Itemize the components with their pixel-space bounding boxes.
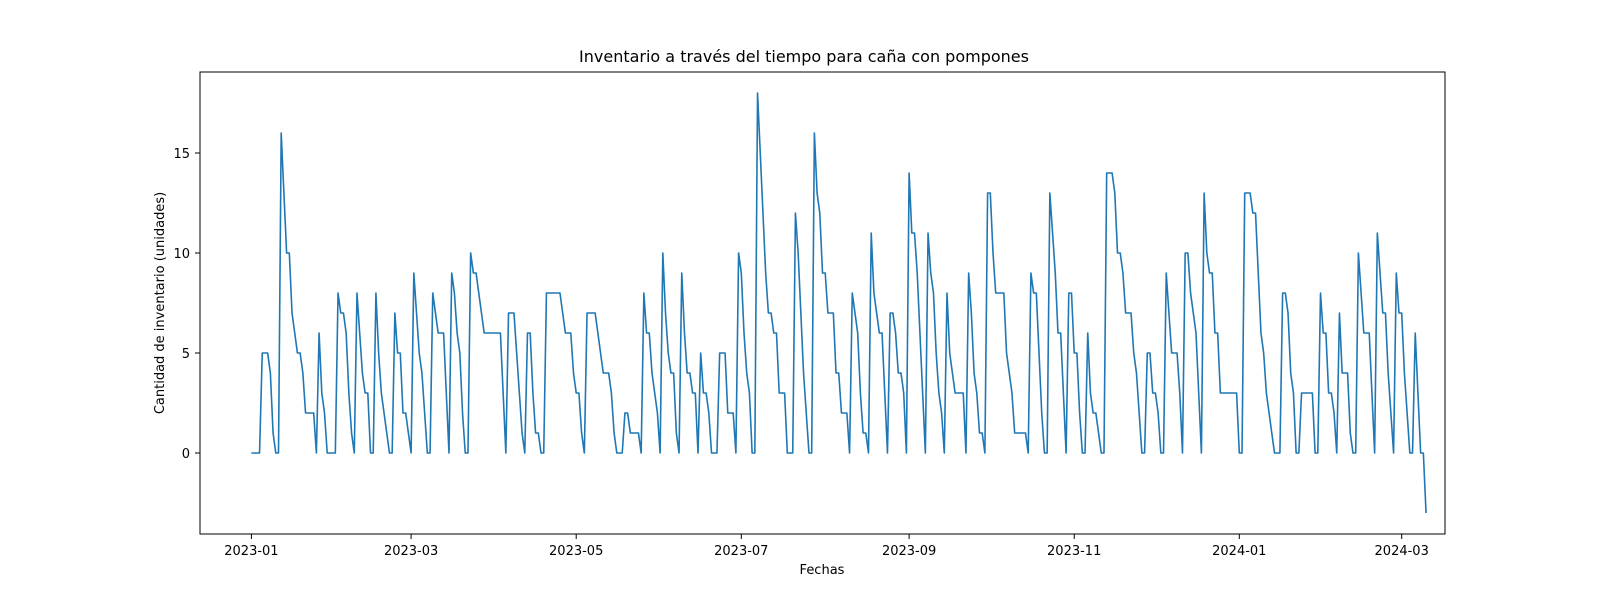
plot-area-frame: [199, 71, 1446, 535]
y-axis: 0 5 10 15: [173, 147, 200, 462]
series-line: [251, 92, 1427, 514]
x-tick-label: 2024-03: [1375, 544, 1429, 559]
x-tick-label: 2024-01: [1212, 544, 1266, 559]
y-axis-label: Cantidad de inventario (unidades): [153, 192, 168, 414]
x-tick-label: 2023-05: [549, 544, 603, 559]
y-tick-label: 0: [182, 447, 190, 462]
x-tick-label: 2023-07: [714, 544, 768, 559]
x-axis: 2023-01 2023-03 2023-05 2023-07 2023-09 2023-…: [224, 534, 1429, 559]
x-axis-label: Fechas: [800, 563, 845, 578]
y-tick-label: 5: [182, 347, 190, 362]
x-tick-label: 2023-03: [384, 544, 438, 559]
x-tick-label: 2023-09: [882, 544, 936, 559]
x-tick-label: 2023-01: [224, 544, 278, 559]
series-layer: [251, 92, 1427, 514]
y-tick-label: 10: [173, 247, 190, 262]
chart-title: Inventario a través del tiempo para caña…: [579, 47, 1029, 66]
y-tick-label: 15: [173, 147, 190, 162]
x-tick-label: 2023-11: [1047, 544, 1101, 559]
